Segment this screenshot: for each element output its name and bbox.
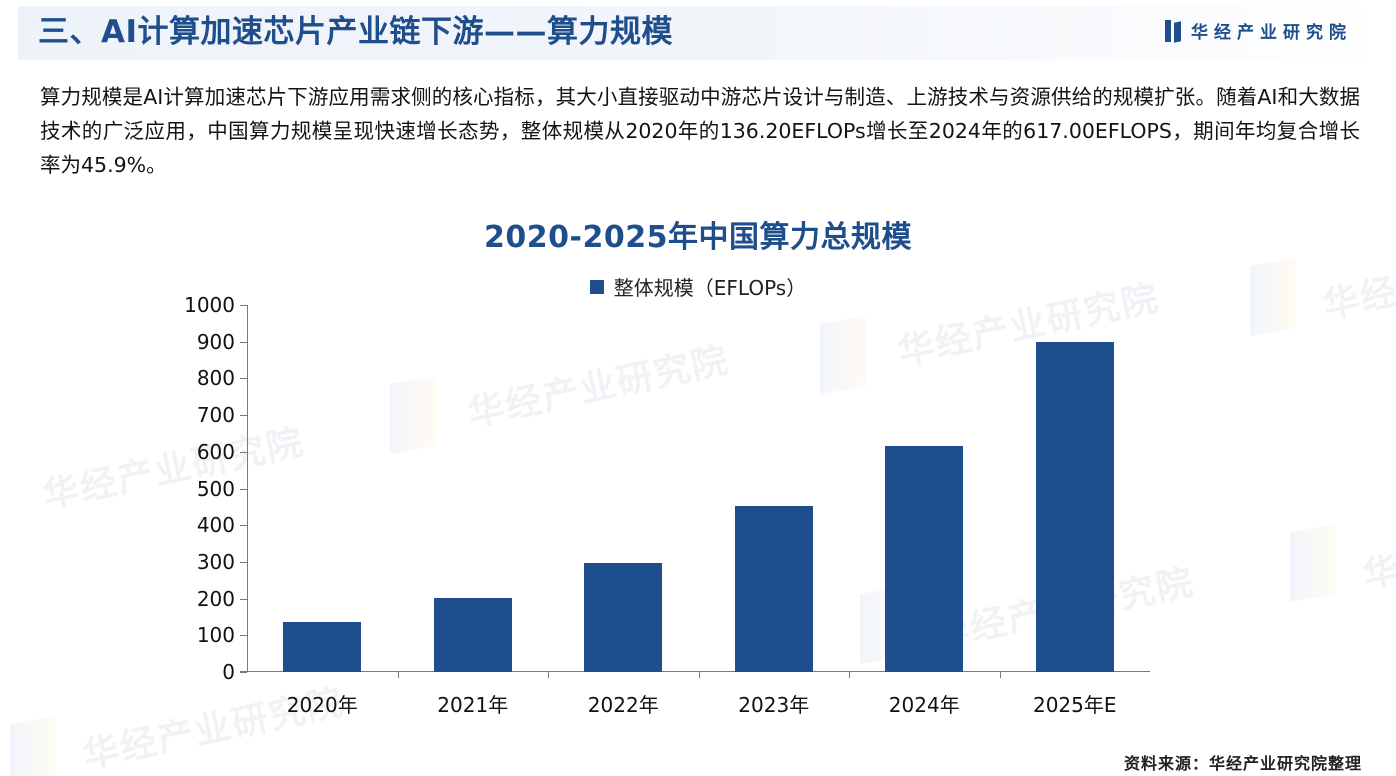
y-tick — [240, 525, 247, 527]
x-tick — [849, 672, 850, 678]
bar-2025年E — [1035, 341, 1114, 672]
brand-logo-icon — [1165, 19, 1181, 43]
x-tick — [548, 672, 549, 678]
x-tick — [397, 672, 399, 678]
intro-paragraph: 算力规模是AI计算加速芯片下游应用需求侧的核心指标，其大小直接驱动中游芯片设计与… — [40, 85, 1360, 177]
y-tick-label: 400 — [196, 513, 235, 538]
y-tick-label: 600 — [196, 439, 235, 464]
y-tick — [240, 672, 247, 673]
source-note: 资料来源：华经产业研究院整理 — [1123, 754, 1362, 773]
y-tick-label: 300 — [196, 549, 235, 574]
y-tick — [240, 415, 247, 417]
chart-legend: 整体规模（EFLOPs） — [0, 272, 1396, 301]
y-tick — [240, 561, 247, 563]
watermark-text: 华经产业研究院 — [1359, 501, 1396, 598]
page-title: 三、AI计算加速芯片产业链下游——算力规模 — [38, 14, 674, 50]
y-tick — [240, 635, 247, 637]
y-tick-label: 1000 — [184, 293, 235, 317]
y-tick — [240, 451, 247, 453]
y-axis — [247, 305, 248, 672]
y-tick-label: 100 — [196, 623, 235, 648]
brand: 华经产业研究院 — [1165, 18, 1352, 43]
x-tick-label: 2023年 — [738, 693, 810, 717]
bar-chart-plot: 0 100 200 300 400 500 600 700 800 900 1000 2020年 202… — [184, 293, 1150, 717]
x-tick-label: 2022年 — [587, 693, 659, 717]
x-tick — [698, 672, 700, 678]
y-tick — [240, 598, 247, 600]
x-axis — [240, 671, 1150, 672]
x-tick — [999, 672, 1001, 678]
y-tick — [240, 305, 247, 306]
chart-title: 2020-2025年中国算力总规模 — [484, 220, 912, 255]
bar-2021年 — [433, 597, 512, 672]
x-tick-label: 2025年E — [1032, 693, 1117, 717]
bar-2024年 — [885, 445, 964, 672]
y-tick-label: 0 — [222, 660, 235, 684]
y-tick-label: 800 — [196, 366, 235, 391]
legend-label: 整体规模（EFLOPs） — [613, 276, 807, 300]
y-tick-label: 900 — [196, 329, 235, 354]
y-tick-label: 200 — [196, 586, 235, 611]
y-tick — [240, 378, 247, 380]
bar-2020年 — [283, 622, 362, 672]
header-band — [18, 6, 1390, 60]
x-tick-label: 2024年 — [888, 693, 960, 717]
brand-name: 华经产业研究院 — [1191, 23, 1352, 43]
legend-swatch — [589, 279, 604, 294]
y-tick — [240, 341, 247, 343]
x-tick-label: 2021年 — [437, 693, 509, 717]
y-tick — [240, 488, 247, 490]
x-tick-label: 2020年 — [286, 693, 358, 717]
y-tick-label: 700 — [196, 403, 235, 428]
watermark-shape — [10, 715, 56, 776]
bar-2022年 — [584, 563, 663, 672]
bar-2023年 — [734, 506, 813, 672]
y-tick-label: 500 — [196, 476, 235, 501]
watermark-shape — [1290, 523, 1336, 603]
